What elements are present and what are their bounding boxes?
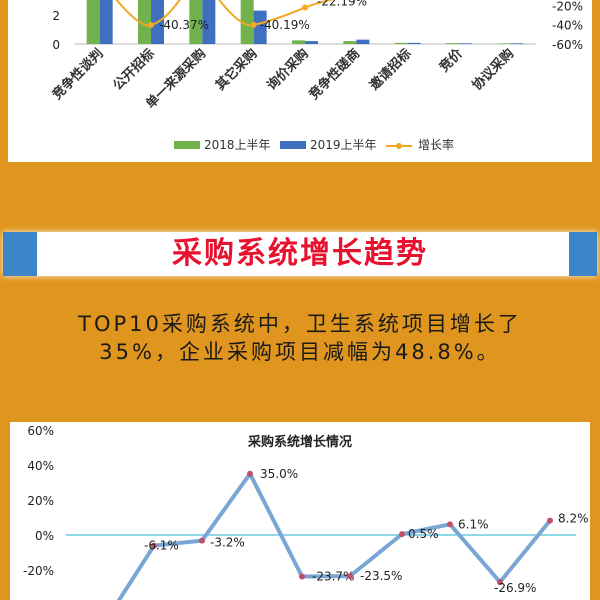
bar-2019 [356,39,370,44]
data-label: -6.1% [144,539,179,553]
x-category-label: 竞价 [436,45,466,75]
data-point [347,573,353,580]
data-point [247,470,253,477]
data-label: 0.5% [408,527,439,541]
data-point [399,531,405,538]
data-label: -26.9% [494,581,536,595]
bar-2019 [99,0,113,44]
x-category-label: 协议采购 [469,46,517,94]
summary-text: TOP10采购系统中，卫生系统项目增长了 35%，企业采购项目减幅为48.8%。 [20,310,580,366]
y-tick-label: 60% [27,424,54,438]
data-label: -23.5% [360,569,402,583]
data-point [497,579,503,586]
bar-2018 [138,0,151,44]
legend-label-2019: 2019上半年 [310,138,377,152]
series-line [116,471,552,600]
bar-2018 [240,0,254,44]
y-tick-label: 0% [35,529,54,543]
data-point [547,517,553,524]
y-left-tick-label: 2 [52,9,60,23]
y-left-tick-label: 0 [52,38,60,52]
bar-2018 [394,42,408,44]
rate-data-label: -40.37% [159,18,209,32]
y-tick-label: 20% [27,494,54,508]
data-point [151,542,157,549]
rate-data-label: -22.19% [317,0,367,8]
bar-2019 [305,41,318,44]
data-label: 35.0% [260,467,298,481]
top-chart-panel: 2 0 -20% -40% -60% 竞争性谈判 公开招标 单一来源采购 其它采购 询价采购 竞争性… [8,0,592,162]
bottom-chart: 采购系统增长情况60%40%20%0%-20%-40%-6.1%-3.2%35.… [23,424,589,600]
bar-2019 [459,43,472,44]
banner-right-accent [569,232,597,276]
data-label: 6.1% [458,517,489,531]
banner-left-accent [3,232,37,276]
x-category-label: 竞争性磋商 [306,46,363,103]
section-banner: 采购系统增长趋势 [3,232,597,276]
bar-2018 [446,43,459,44]
data-label: -3.2% [210,536,245,550]
data-label: -23.7% [312,569,354,583]
legend-swatch-2019 [280,141,306,149]
legend-swatch-2018 [174,141,200,149]
y-right-tick-label: -20% [552,0,583,13]
bar-2019 [202,0,216,44]
y-right-tick-label: -40% [552,19,583,33]
bar-2018 [292,40,305,44]
rate-marker [302,4,308,11]
bottom-chart-panel: 采购系统增长情况60%40%20%0%-20%-40%-6.1%-3.2%35.… [10,422,590,600]
summary-line-1: TOP10采购系统中，卫生系统项目增长了 [78,312,522,336]
data-label: 8.2% [558,512,589,526]
rate-data-label: -40.19% [260,18,310,32]
x-category-label: 竞争性谈判 [49,46,106,103]
rate-marker [148,22,154,29]
banner-title: 采购系统增长趋势 [172,236,428,271]
chart-title: 采购系统增长情况 [247,434,352,450]
data-point [299,573,305,580]
y-tick-label: 40% [27,459,54,473]
bar-2018 [86,0,100,44]
bar-2018 [189,0,203,44]
x-category-label: 询价采购 [264,46,312,94]
data-point [447,521,453,528]
legend-marker-rate [396,143,402,149]
x-category-label: 其它采购 [212,46,260,94]
summary-line-2: 35%，企业采购项目减幅为48.8%。 [99,340,501,364]
bar-2019 [253,10,267,44]
bar-2018 [497,43,511,44]
bar-2018 [343,41,357,44]
data-point [199,537,205,544]
x-category-label: 公开招标 [110,46,158,94]
legend-label-2018: 2018上半年 [204,138,271,152]
bar-2019 [510,43,524,44]
legend-label-rate: 增长率 [418,137,454,152]
x-category-label: 邀请招标 [366,46,414,94]
y-tick-label: -20% [23,564,54,578]
rate-marker [250,21,257,28]
y-right-tick-label: -60% [552,38,583,52]
bar-2019 [407,42,421,44]
